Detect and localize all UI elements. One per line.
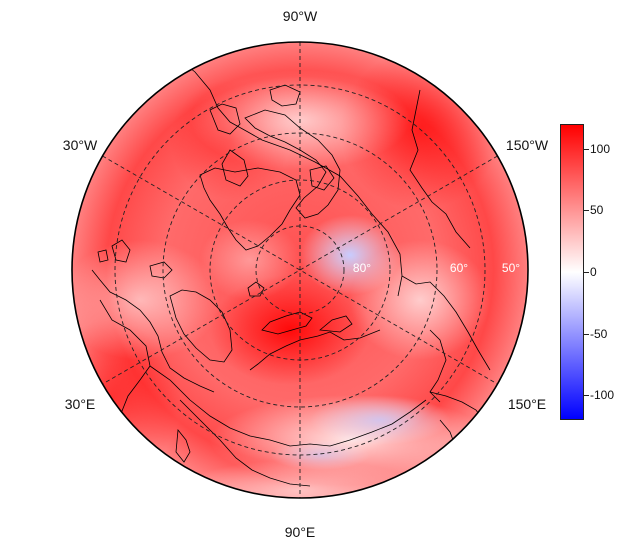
graticule xyxy=(102,42,498,498)
alaska-coast xyxy=(401,275,491,371)
colorbar-tick-label: 0 xyxy=(590,265,597,279)
lon-label-30e: 30°E xyxy=(64,396,96,412)
colorbar xyxy=(560,124,584,420)
canadian-archipelago xyxy=(244,109,341,219)
colorbar-tick-mark xyxy=(584,272,589,273)
lon-label-90e: 90°E xyxy=(284,524,316,540)
colorbar-tick-label: 100 xyxy=(590,141,611,156)
colorbar-tick-mark xyxy=(584,395,589,397)
colorbar-tick-label: -50 xyxy=(590,326,608,341)
iceland xyxy=(149,261,173,279)
map-boundary xyxy=(71,41,529,499)
lon-label-150e: 150°E xyxy=(507,396,547,412)
lon-label-90w: 90°W xyxy=(282,8,318,24)
scandinavia-coast xyxy=(169,289,233,363)
lat-label-50: 50° xyxy=(501,261,521,275)
greenland-coast xyxy=(199,167,301,251)
lat-circle-80 xyxy=(255,225,345,315)
anomaly-field xyxy=(72,42,528,498)
colorbar-tick-mark xyxy=(584,333,589,335)
novaya-zemlya xyxy=(261,311,313,335)
north-america-coast xyxy=(179,59,403,297)
lon-label-150w: 150°W xyxy=(505,137,549,153)
colorbar-tick-mark xyxy=(584,210,589,212)
lon-label-30w: 30°W xyxy=(62,137,98,153)
meridian-30 xyxy=(102,155,498,385)
meridian-150 xyxy=(102,155,498,385)
siberia-coast xyxy=(249,329,381,371)
colorbar-tick-label: 50 xyxy=(590,203,604,218)
colorbar-tick-mark xyxy=(584,148,589,150)
lat-label-60: 60° xyxy=(449,261,469,275)
colorbar-tick-label: -100 xyxy=(590,388,615,403)
lat-label-80: 80° xyxy=(352,261,372,275)
